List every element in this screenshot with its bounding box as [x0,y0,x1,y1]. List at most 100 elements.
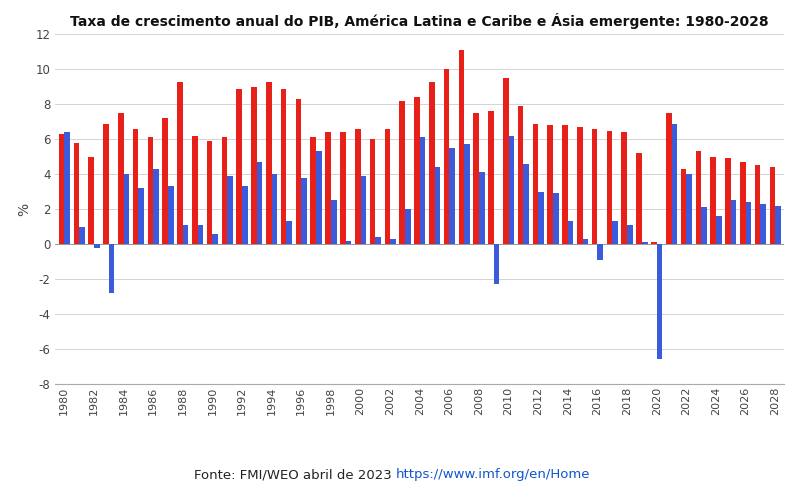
Bar [242,186,248,244]
Bar [384,129,390,244]
Bar [198,225,204,244]
Bar [562,125,568,244]
Bar [162,118,168,244]
Bar [524,164,529,244]
Bar [287,221,292,244]
Bar [701,207,706,244]
Bar [687,174,692,244]
Bar [583,239,588,244]
Bar [133,129,139,244]
Bar [153,169,159,244]
Bar [745,202,751,244]
Bar [627,225,633,244]
Bar [597,244,603,260]
Bar [103,123,109,244]
Bar [636,153,642,244]
Bar [301,178,307,244]
Bar [390,239,396,244]
Bar [147,137,153,244]
Bar [740,162,745,244]
Bar [755,165,760,244]
Bar [493,244,500,284]
Bar [435,167,440,244]
Bar [666,113,672,244]
Bar [272,174,277,244]
Bar [672,123,677,244]
Title: Taxa de crescimento anual do PIB, América Latina e Caribe e Ásia emergente: 1980: Taxa de crescimento anual do PIB, Améric… [70,13,769,29]
Bar [612,221,618,244]
Bar [449,148,455,244]
Bar [464,145,470,244]
Bar [281,89,287,244]
Bar [340,132,346,244]
Bar [89,156,94,244]
Bar [222,137,227,244]
Bar [64,132,70,244]
Bar [568,221,573,244]
Bar [375,237,381,244]
Y-axis label: %: % [17,203,32,215]
Bar [183,225,188,244]
Bar [444,69,449,244]
Bar [414,97,420,244]
Bar [577,127,583,244]
Bar [716,216,722,244]
Bar [622,132,627,244]
Bar [592,129,597,244]
Bar [399,101,405,244]
Bar [74,143,79,244]
Bar [503,78,508,244]
Bar [770,167,775,244]
Bar [177,82,183,244]
Bar [310,137,316,244]
Bar [257,162,262,244]
Bar [79,226,85,244]
Bar [124,174,129,244]
Bar [642,242,648,244]
Bar [207,141,212,244]
Bar [251,87,257,244]
Bar [355,129,360,244]
Bar [266,82,272,244]
Bar [680,169,687,244]
Bar [316,152,322,244]
Bar [547,125,553,244]
Bar [94,244,100,247]
Bar [118,113,124,244]
Text: https://www.imf.org/en/Home: https://www.imf.org/en/Home [396,468,591,481]
Bar [775,206,781,244]
Bar [488,111,493,244]
Bar [459,50,464,244]
Bar [474,113,479,244]
Bar [326,132,331,244]
Bar [420,137,425,244]
Bar [139,188,144,244]
Bar [237,89,242,244]
Bar [168,186,173,244]
Bar [429,82,435,244]
Bar [695,152,701,244]
Bar [192,136,198,244]
Bar [370,139,375,244]
Bar [59,134,64,244]
Bar [295,99,301,244]
Bar [725,158,731,244]
Bar [360,176,366,244]
Bar [731,200,737,244]
Bar [607,130,612,244]
Bar [539,191,544,244]
Text: Fonte: FMI/WEO abril de 2023: Fonte: FMI/WEO abril de 2023 [194,468,396,481]
Bar [508,136,514,244]
Bar [532,123,539,244]
Bar [405,209,410,244]
Bar [479,172,485,244]
Bar [760,204,766,244]
Bar [212,234,218,244]
Bar [346,241,352,244]
Bar [553,193,558,244]
Bar [657,244,662,359]
Bar [518,106,524,244]
Bar [331,200,337,244]
Bar [710,156,716,244]
Bar [109,244,114,293]
